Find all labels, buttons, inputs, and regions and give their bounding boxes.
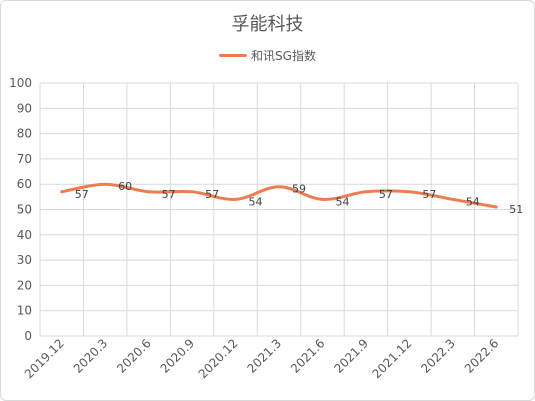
legend-label: 和讯SG指数	[251, 49, 316, 63]
x-tick-label: 2021.12	[369, 336, 414, 381]
data-label: 57	[205, 188, 219, 201]
x-tick-label: 2021.9	[331, 336, 371, 376]
data-label: 57	[379, 188, 393, 201]
y-tick-label: 60	[17, 177, 32, 191]
x-tick-label: 2020.3	[71, 336, 111, 376]
y-tick-label: 50	[17, 203, 32, 217]
y-tick-label: 90	[17, 101, 32, 115]
data-label: 57	[162, 188, 176, 201]
chart-title: 孚能科技	[231, 14, 304, 35]
data-label: 54	[466, 195, 480, 208]
data-label: 57	[75, 188, 89, 201]
y-tick-label: 0	[24, 329, 32, 343]
y-tick-label: 40	[17, 228, 32, 242]
y-tick-label: 80	[17, 127, 32, 141]
y-tick-label: 20	[17, 278, 32, 292]
y-tick-label: 30	[17, 253, 32, 267]
x-tick-label: 2020.9	[158, 336, 198, 376]
chart-legend: 和讯SG指数	[0, 47, 535, 64]
y-tick-label: 70	[17, 152, 32, 166]
data-label: 54	[249, 195, 263, 208]
data-label: 60	[118, 180, 132, 193]
data-label: 57	[422, 188, 436, 201]
x-tick-label: 2022.6	[462, 336, 502, 376]
series-line	[60, 182, 498, 209]
data-label: 54	[335, 195, 349, 208]
x-tick-label: 2022.3	[418, 336, 458, 376]
y-tick-label: 100	[9, 76, 32, 90]
y-tick-label: 10	[17, 304, 32, 318]
y-axis-ticks: 0 10 20 30 40 50 60 70 80 90 100	[9, 76, 32, 343]
x-tick-label: 2020.6	[114, 336, 154, 376]
x-tick-label: 2021.3	[245, 336, 285, 376]
data-label: 51	[509, 203, 523, 216]
grid-lines	[39, 82, 519, 337]
series-layer	[60, 182, 498, 209]
legend-swatch	[219, 54, 248, 57]
x-tick-label: 2020.12	[196, 336, 241, 381]
x-tick-label: 2021.6	[288, 336, 328, 376]
data-labels: 57 60 57 57 54 59 54 57 57 54 51	[75, 180, 524, 216]
data-label: 59	[292, 183, 306, 196]
